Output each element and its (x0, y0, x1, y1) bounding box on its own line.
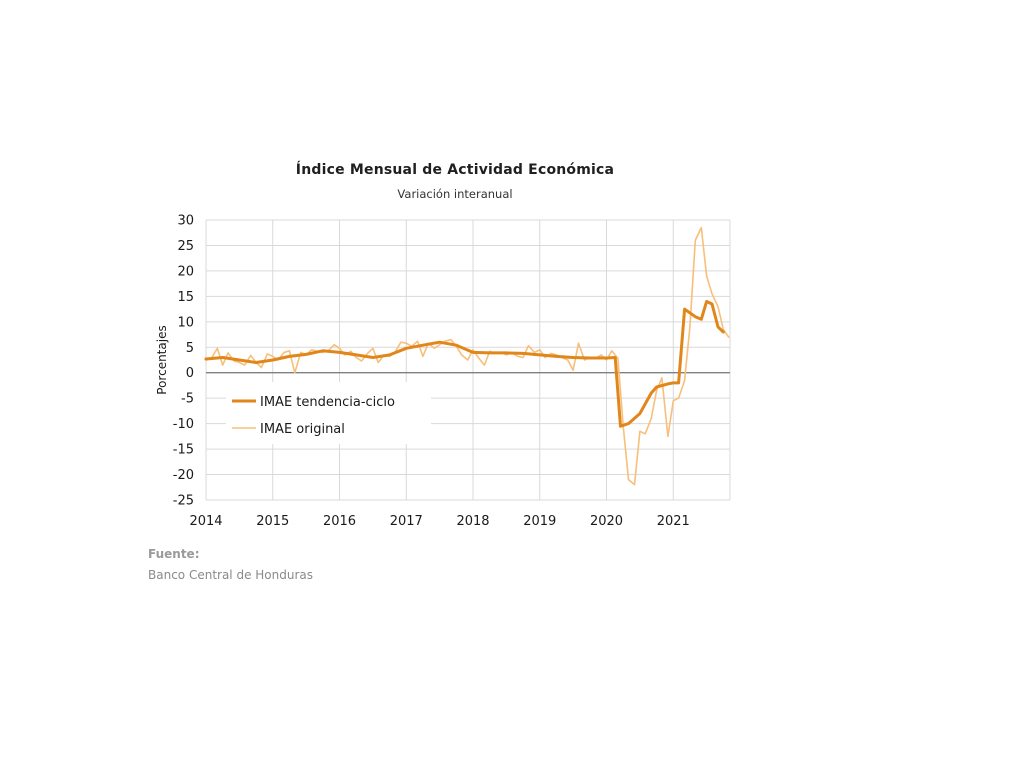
grid-lines (205, 219, 731, 501)
y-tick-label: 30 (177, 214, 194, 229)
series-line-tendencia-ciclo (204, 300, 725, 428)
x-tick-label: 2014 (189, 514, 222, 529)
x-tick-label: 2021 (657, 514, 690, 529)
chart-subtitle: Variación interanual (397, 187, 513, 201)
y-tick-label: -10 (173, 417, 194, 432)
y-tick-label: 0 (186, 366, 194, 381)
y-tick-label: 10 (177, 315, 194, 330)
x-tick-label: 2016 (323, 514, 356, 529)
x-tick-label: 2019 (523, 514, 556, 529)
legend: IMAE tendencia-ciclo IMAE original (226, 382, 431, 444)
legend-label-tendencia: IMAE tendencia-ciclo (260, 395, 395, 410)
y-tick-label: -5 (181, 392, 194, 407)
y-tick-label: -25 (173, 494, 194, 509)
x-tick-label: 2020 (590, 514, 623, 529)
y-tick-label: 25 (177, 239, 194, 254)
legend-label-original: IMAE original (260, 422, 345, 437)
x-tick-label: 2017 (390, 514, 423, 529)
y-tick-label: 5 (186, 341, 194, 356)
x-tick-label: 2018 (456, 514, 489, 529)
y-tick-label: -15 (173, 443, 194, 458)
x-tick-label: 2015 (256, 514, 289, 529)
series-line-original (205, 226, 730, 486)
source-text: Banco Central de Honduras (148, 568, 313, 582)
y-tick-label: -20 (173, 468, 194, 483)
y-tick-label: 20 (177, 264, 194, 279)
y-axis-label: Porcentajes (155, 325, 169, 394)
legend-background (226, 382, 431, 444)
series-lines (204, 226, 730, 486)
y-tick-label: 15 (177, 290, 194, 305)
source-label: Fuente: (148, 547, 200, 561)
chart-title: Índice Mensual de Actividad Económica (295, 162, 615, 178)
